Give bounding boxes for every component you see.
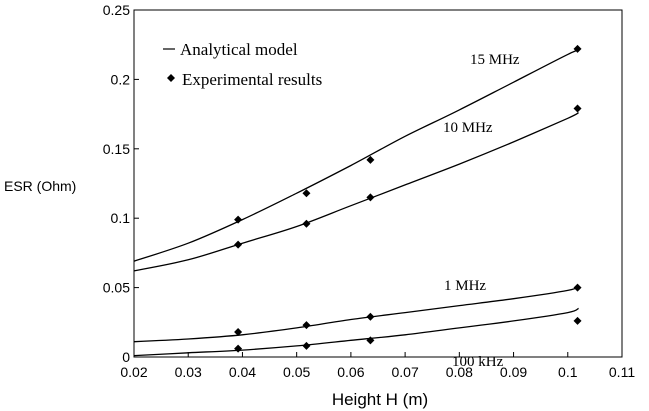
experimental-point-10-mhz bbox=[573, 104, 582, 113]
x-tick-label: 0.02 bbox=[120, 364, 147, 380]
experimental-point-10-mhz bbox=[302, 219, 311, 228]
experimental-point-10-mhz bbox=[234, 240, 243, 249]
experimental-point-100-khz bbox=[366, 336, 375, 345]
experimental-point-1-mhz bbox=[234, 328, 243, 337]
x-tick-label: 0.11 bbox=[609, 364, 635, 380]
x-tick-label: 0.05 bbox=[283, 364, 310, 380]
experimental-point-10-mhz bbox=[366, 193, 375, 202]
series-labels: 15 MHz 10 MHz 1 MHz 100 kHz bbox=[443, 52, 520, 370]
model-curve-15-mhz bbox=[133, 49, 579, 262]
model-curves bbox=[133, 49, 579, 357]
model-curve-100-khz bbox=[133, 307, 579, 357]
experimental-point-100-khz bbox=[234, 344, 243, 353]
model-curve-1-mhz bbox=[133, 285, 579, 343]
legend-experiment-label: Experimental results bbox=[182, 70, 322, 89]
experimental-point-100-khz bbox=[573, 316, 582, 325]
experimental-point-15-mhz bbox=[234, 215, 243, 224]
experimental-point-15-mhz bbox=[366, 155, 375, 164]
legend: Analytical model Experimental results bbox=[163, 40, 322, 89]
axis-ticks: 0.02 0.03 0.04 0.05 0.06 0.07 0.08 0.09 0.1 0.110… bbox=[103, 2, 636, 380]
experimental-point-15-mhz bbox=[573, 44, 582, 53]
x-tick-label: 0.1 bbox=[558, 364, 578, 380]
series-label-15-mhz: 15 MHz bbox=[470, 52, 520, 68]
x-tick-label: 0.08 bbox=[446, 364, 473, 380]
experimental-point-1-mhz bbox=[573, 283, 582, 292]
series-label-1-mhz: 1 MHz bbox=[444, 278, 486, 294]
y-tick-label: 0.2 bbox=[111, 71, 131, 87]
y-tick-label: 0 bbox=[122, 349, 130, 365]
model-curve-10-mhz bbox=[133, 112, 579, 272]
legend-model-label: Analytical model bbox=[180, 40, 298, 59]
x-tick-label: 0.06 bbox=[337, 364, 364, 380]
y-axis-label: ESR (Ohm) bbox=[4, 178, 76, 194]
x-tick-label: 0.07 bbox=[391, 364, 418, 380]
x-tick-label: 0.09 bbox=[500, 364, 527, 380]
x-tick-label: 0.04 bbox=[229, 364, 256, 380]
y-tick-label: 0.15 bbox=[103, 141, 130, 157]
y-tick-label: 0.1 bbox=[111, 210, 131, 226]
y-tick-label: 0.05 bbox=[103, 280, 130, 296]
experimental-point-1-mhz bbox=[366, 312, 375, 321]
experimental-point-1-mhz bbox=[302, 321, 311, 330]
experimental-point-15-mhz bbox=[302, 189, 311, 198]
series-label-100-khz: 100 kHz bbox=[452, 354, 504, 370]
legend-diamond-icon bbox=[167, 74, 175, 82]
experimental-points bbox=[234, 44, 582, 353]
y-tick-label: 0.25 bbox=[103, 2, 130, 18]
experimental-point-100-khz bbox=[302, 341, 311, 350]
x-tick-label: 0.03 bbox=[175, 364, 202, 380]
plot-frame bbox=[133, 9, 623, 358]
x-axis-label: Height H (m) bbox=[332, 390, 428, 409]
series-label-10-mhz: 10 MHz bbox=[443, 120, 493, 136]
